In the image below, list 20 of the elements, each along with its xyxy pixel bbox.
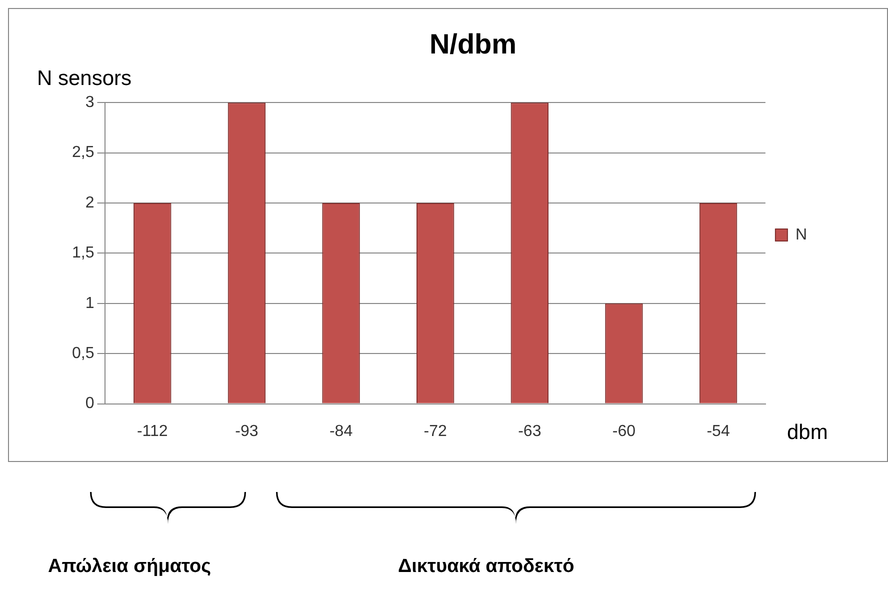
legend-label: N (795, 226, 808, 244)
y-tick-label: 0,5 (72, 345, 94, 362)
text: Απώλεια σήματος (48, 556, 211, 578)
chart-title: N/dbm (429, 28, 517, 60)
y-tick-label: 3 (85, 94, 94, 112)
text: Δικτυακά αποδεκτό (398, 556, 574, 578)
x-tick-label: -84 (329, 422, 353, 440)
x-tick-label: -112 (136, 422, 168, 440)
x-axis-title: dbm (787, 421, 828, 445)
x-tick-label: -54 (706, 422, 730, 440)
y-tick-label: 1 (85, 294, 94, 312)
x-tick-label: -60 (612, 422, 636, 440)
y-tick-label: 1,5 (72, 244, 94, 262)
y-axis-title: N sensors (37, 67, 132, 91)
x-tick-label: -93 (235, 422, 258, 440)
x-tick-label: -63 (518, 422, 542, 440)
x-tick-label: -72 (424, 422, 448, 440)
y-tick-label: 2,5 (72, 144, 94, 162)
y-tick-label: 2 (85, 194, 94, 212)
y-tick-label: 0 (85, 395, 94, 412)
